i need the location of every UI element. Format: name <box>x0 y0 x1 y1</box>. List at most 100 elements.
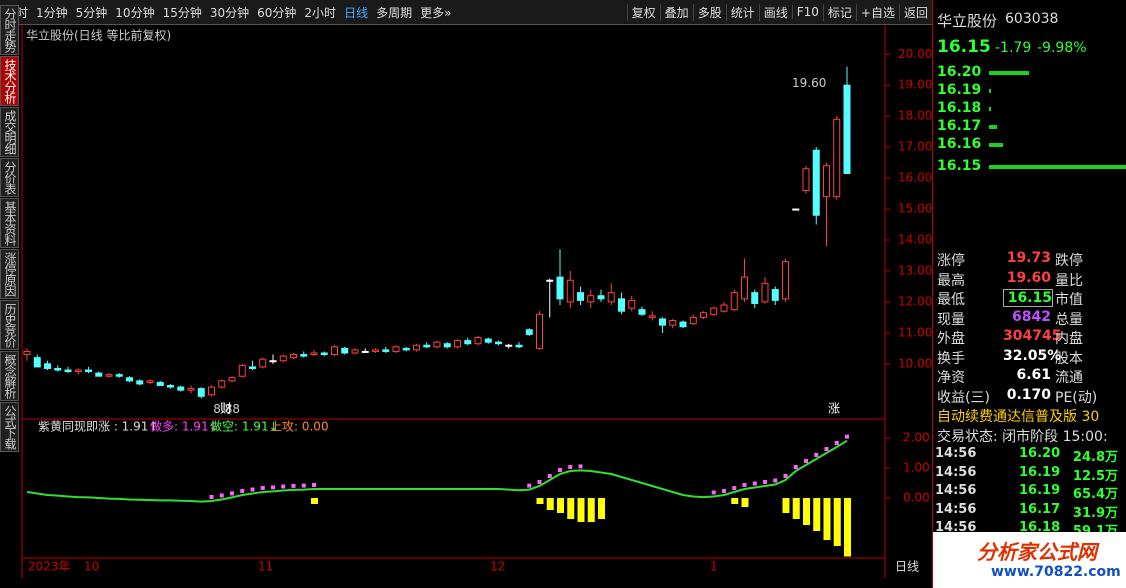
candle-body <box>843 84 851 174</box>
side-tab[interactable]: 分时走势 <box>0 5 19 55</box>
indicator-dot <box>260 486 265 490</box>
period-label: 日线 <box>895 560 919 574</box>
indicator-dot <box>722 489 726 493</box>
period-tab[interactable]: 2小时 <box>304 5 337 20</box>
chart-title: 华立股份(日线 等比前复权) <box>26 28 171 43</box>
candle-body <box>515 344 523 348</box>
candle-body <box>392 346 400 352</box>
side-tab[interactable]: 概念解析 <box>0 351 19 401</box>
period-tab[interactable]: 5分钟 <box>75 5 108 20</box>
indicator-dot <box>209 495 214 499</box>
indicator-dot <box>834 441 839 445</box>
side-tab[interactable]: 涨停原因 <box>0 249 19 299</box>
indicator-bar <box>557 498 564 513</box>
toolbar-button[interactable]: 叠加 <box>659 3 693 21</box>
toolbar-right: 复权 叠加 多股 统计 画线 F10 标记 +自选 返回 <box>626 0 932 24</box>
stat-label: 最低 <box>937 292 965 308</box>
indicator-bar <box>598 498 605 519</box>
indicator-dot <box>773 478 778 483</box>
watermark: 分析家公式网 www.70822.com <box>933 532 1126 588</box>
period-tab[interactable]: 1分钟 <box>36 5 68 20</box>
chart-area: 华立股份(日线 等比前复权)10.0011.0012.0013.0014.001… <box>21 25 932 578</box>
period-tab[interactable]: 10分钟 <box>115 5 155 20</box>
indicator-title: 做空: 1.91↓ <box>210 419 279 434</box>
toolbar-button[interactable]: 多股 <box>692 3 726 21</box>
candle-body <box>659 318 666 326</box>
tick-time: 14:56 <box>935 483 977 498</box>
indicator-title: 紫黄同现即涨 : 1.91↑ <box>38 419 158 434</box>
stat-value: 19.60 <box>1006 269 1051 286</box>
side-tab[interactable]: 技术分析 <box>0 56 19 106</box>
indicator-bar <box>731 498 739 504</box>
period-tab[interactable]: 多周期 <box>376 5 413 20</box>
book-price: 16.17 <box>937 118 982 134</box>
side-tab[interactable]: 历史竞价 <box>0 300 19 350</box>
toolbar-button[interactable]: 画线 <box>758 3 792 21</box>
toolbar-button[interactable]: 复权 <box>626 3 660 21</box>
y-tick-label: 13.00 <box>898 263 932 277</box>
toolbar-button[interactable]: 返回 <box>898 3 932 21</box>
side-tab[interactable]: 公式下载 <box>0 402 19 452</box>
stat-label: 总量 <box>1055 311 1083 328</box>
candle-body <box>648 315 656 318</box>
y-tick-label: 16.00 <box>898 171 932 185</box>
tick-volume: 12.5万 <box>1072 468 1118 484</box>
candle-body <box>238 364 246 377</box>
side-tab[interactable]: 成交明细 <box>0 107 19 157</box>
stat-label: 流通 <box>1055 370 1083 386</box>
toolbar-button[interactable]: +自选 <box>855 3 899 21</box>
candle-body <box>126 377 133 382</box>
candle-body <box>618 298 625 312</box>
candle-body <box>607 292 615 303</box>
period-tab[interactable]: 日线 <box>344 5 369 20</box>
stock-code: 603038 <box>1005 11 1059 27</box>
toolbar-button[interactable]: F10 <box>791 5 823 19</box>
stat-value: 0.170 <box>1006 386 1051 403</box>
indicator-bar <box>844 498 851 557</box>
indicator-dot <box>793 465 798 469</box>
candle-body <box>566 279 574 303</box>
indicator-dot <box>301 483 306 488</box>
candle-body <box>771 289 779 301</box>
period-tab[interactable]: 30分钟 <box>209 5 250 20</box>
period-tab[interactable]: 更多» <box>420 5 452 20</box>
tick-price: 16.18 <box>1019 520 1061 535</box>
toolbar-button[interactable]: 统计 <box>725 3 759 21</box>
indicator-dot <box>291 483 296 488</box>
toolbar: 分时1分钟5分钟10分钟15分钟30分钟60分钟2小时日线多周期更多»复权叠加多… <box>0 0 932 25</box>
indicator-line <box>26 439 848 503</box>
side-tab[interactable]: 基本资料 <box>0 198 19 248</box>
candle-body <box>44 363 51 369</box>
y-tick-label: 19.00 <box>898 78 932 92</box>
book-volume-bar <box>989 143 1003 147</box>
quote-panel: 华立股份 603038 16.15 -1.79 -9.98% 16.20 16.19 16.1… <box>932 0 1126 588</box>
side-tab[interactable]: 分价表 <box>0 158 19 197</box>
candle-body <box>320 352 328 356</box>
candle-body <box>433 341 441 348</box>
tick-time: 14:56 <box>935 446 977 461</box>
candle-body <box>741 276 748 300</box>
candle-body <box>710 307 718 315</box>
limit-marker: 涨 <box>828 401 840 416</box>
toolbar-button[interactable]: 标记 <box>822 3 856 21</box>
change-pct: -9.98% <box>1037 40 1087 56</box>
candle-body <box>802 168 810 191</box>
book-volume-bar <box>989 165 1126 169</box>
tick-volume: 31.9万 <box>1072 505 1118 521</box>
tick-time: 14:56 <box>935 520 977 535</box>
x-tick-label: 1 <box>710 560 718 574</box>
tick-price: 16.19 <box>1019 483 1061 498</box>
y-tick-label: 15.00 <box>898 202 932 216</box>
period-tab[interactable]: 15分钟 <box>162 5 202 20</box>
indicator-dot <box>742 483 747 487</box>
period-tab[interactable]: 60分钟 <box>257 5 297 20</box>
stock-name: 华立股份 <box>937 12 998 30</box>
indicator-dot <box>711 490 716 495</box>
candle-body <box>208 386 215 396</box>
indicator-dot <box>281 484 286 489</box>
stat-label: 量比 <box>1055 272 1083 289</box>
indicator-bar <box>833 498 841 546</box>
indicator-bar <box>546 498 554 510</box>
candle-body <box>402 347 410 351</box>
candle-body <box>269 360 277 363</box>
